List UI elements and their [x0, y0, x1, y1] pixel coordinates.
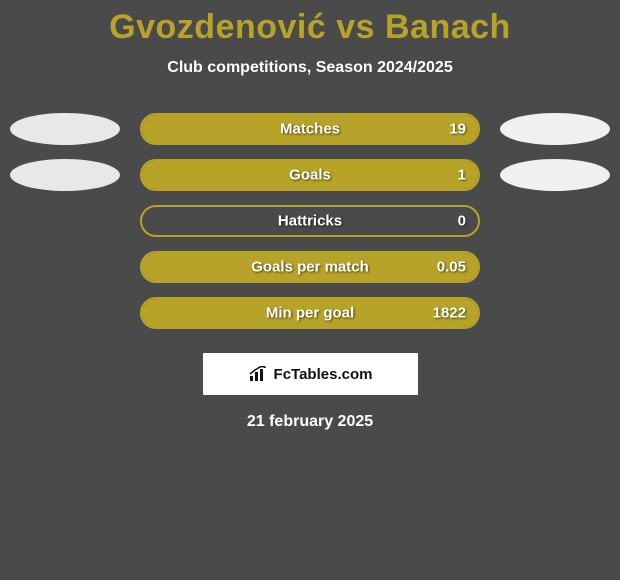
- subtitle: Club competitions, Season 2024/2025: [0, 59, 620, 77]
- stat-label: Goals: [289, 167, 331, 184]
- stat-row: Min per goal 1822: [0, 297, 620, 329]
- player-left-marker: [10, 159, 120, 191]
- stat-value: 1822: [433, 305, 466, 322]
- player-left-marker: [10, 113, 120, 145]
- page-title: Gvozdenović vs Banach: [0, 0, 620, 47]
- stat-value: 0: [458, 213, 466, 230]
- stat-bar-goals-per-match: Goals per match 0.05: [140, 251, 480, 283]
- brand-chart-icon: [248, 366, 268, 382]
- stat-value: 0.05: [437, 259, 466, 276]
- brand-badge: FcTables.com: [203, 353, 418, 395]
- stat-row: Matches 19: [0, 113, 620, 145]
- generated-date: 21 february 2025: [0, 413, 620, 431]
- stat-label: Goals per match: [251, 259, 369, 276]
- stats-list: Matches 19 Goals 1 Hattricks 0 Goals per…: [0, 113, 620, 329]
- stat-label: Hattricks: [278, 213, 342, 230]
- stat-bar-min-per-goal: Min per goal 1822: [140, 297, 480, 329]
- stat-bar-hattricks: Hattricks 0: [140, 205, 480, 237]
- player-right-marker: [500, 159, 610, 191]
- stat-bar-goals: Goals 1: [140, 159, 480, 191]
- stat-bar-matches: Matches 19: [140, 113, 480, 145]
- stat-label: Min per goal: [266, 305, 354, 322]
- stat-row: Goals 1: [0, 159, 620, 191]
- stat-row: Hattricks 0: [0, 205, 620, 237]
- player-right-marker: [500, 113, 610, 145]
- stat-value: 1: [458, 167, 466, 184]
- stat-value: 19: [449, 121, 466, 138]
- brand-text: FcTables.com: [274, 366, 373, 383]
- stat-row: Goals per match 0.05: [0, 251, 620, 283]
- stat-label: Matches: [280, 121, 340, 138]
